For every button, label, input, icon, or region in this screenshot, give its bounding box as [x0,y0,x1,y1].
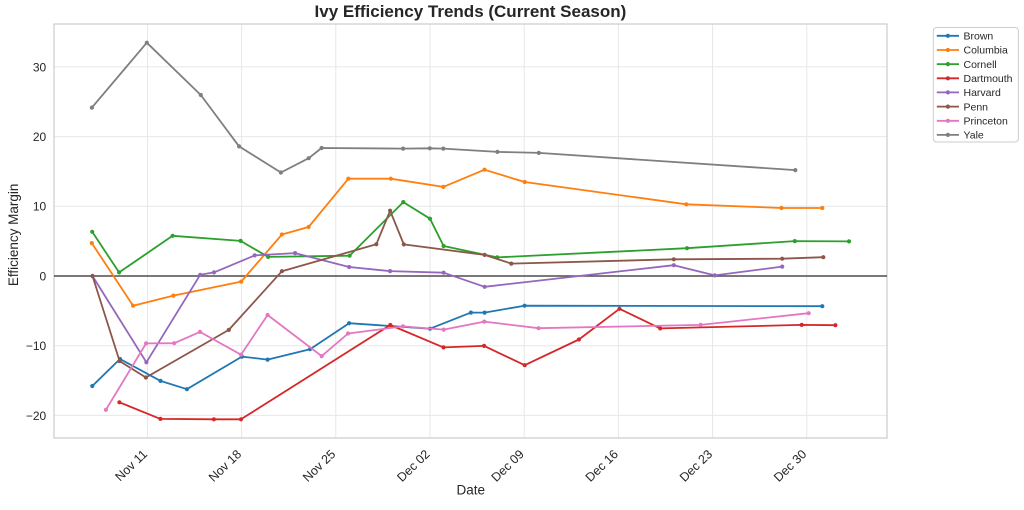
svg-text:20: 20 [33,130,47,144]
svg-text:Dec 16: Dec 16 [583,447,621,485]
svg-text:−10: −10 [26,339,47,353]
svg-text:Penn: Penn [964,101,989,113]
svg-text:0: 0 [40,269,47,283]
svg-text:Dartmouth: Dartmouth [964,73,1013,85]
svg-text:Harvard: Harvard [964,87,1002,99]
svg-text:Ivy Efficiency Trends (Current: Ivy Efficiency Trends (Current Season) [315,2,627,21]
svg-text:Nov 18: Nov 18 [206,447,244,485]
svg-text:Princeton: Princeton [964,116,1009,128]
svg-text:10: 10 [33,200,47,214]
svg-text:Dec 02: Dec 02 [394,447,432,485]
svg-text:Dec 09: Dec 09 [489,447,527,485]
svg-text:Yale: Yale [964,130,984,142]
svg-text:30: 30 [33,60,47,74]
svg-text:Nov 25: Nov 25 [300,447,338,485]
svg-text:Brown: Brown [964,31,994,43]
svg-text:Columbia: Columbia [964,45,1009,57]
svg-text:Nov 11: Nov 11 [113,447,151,484]
svg-text:Dec 30: Dec 30 [771,447,809,485]
svg-text:Efficiency Margin: Efficiency Margin [6,184,21,287]
svg-text:Dec 23: Dec 23 [677,447,715,485]
svg-text:Date: Date [457,483,486,498]
svg-text:Cornell: Cornell [964,59,997,71]
svg-text:−20: −20 [26,409,47,423]
